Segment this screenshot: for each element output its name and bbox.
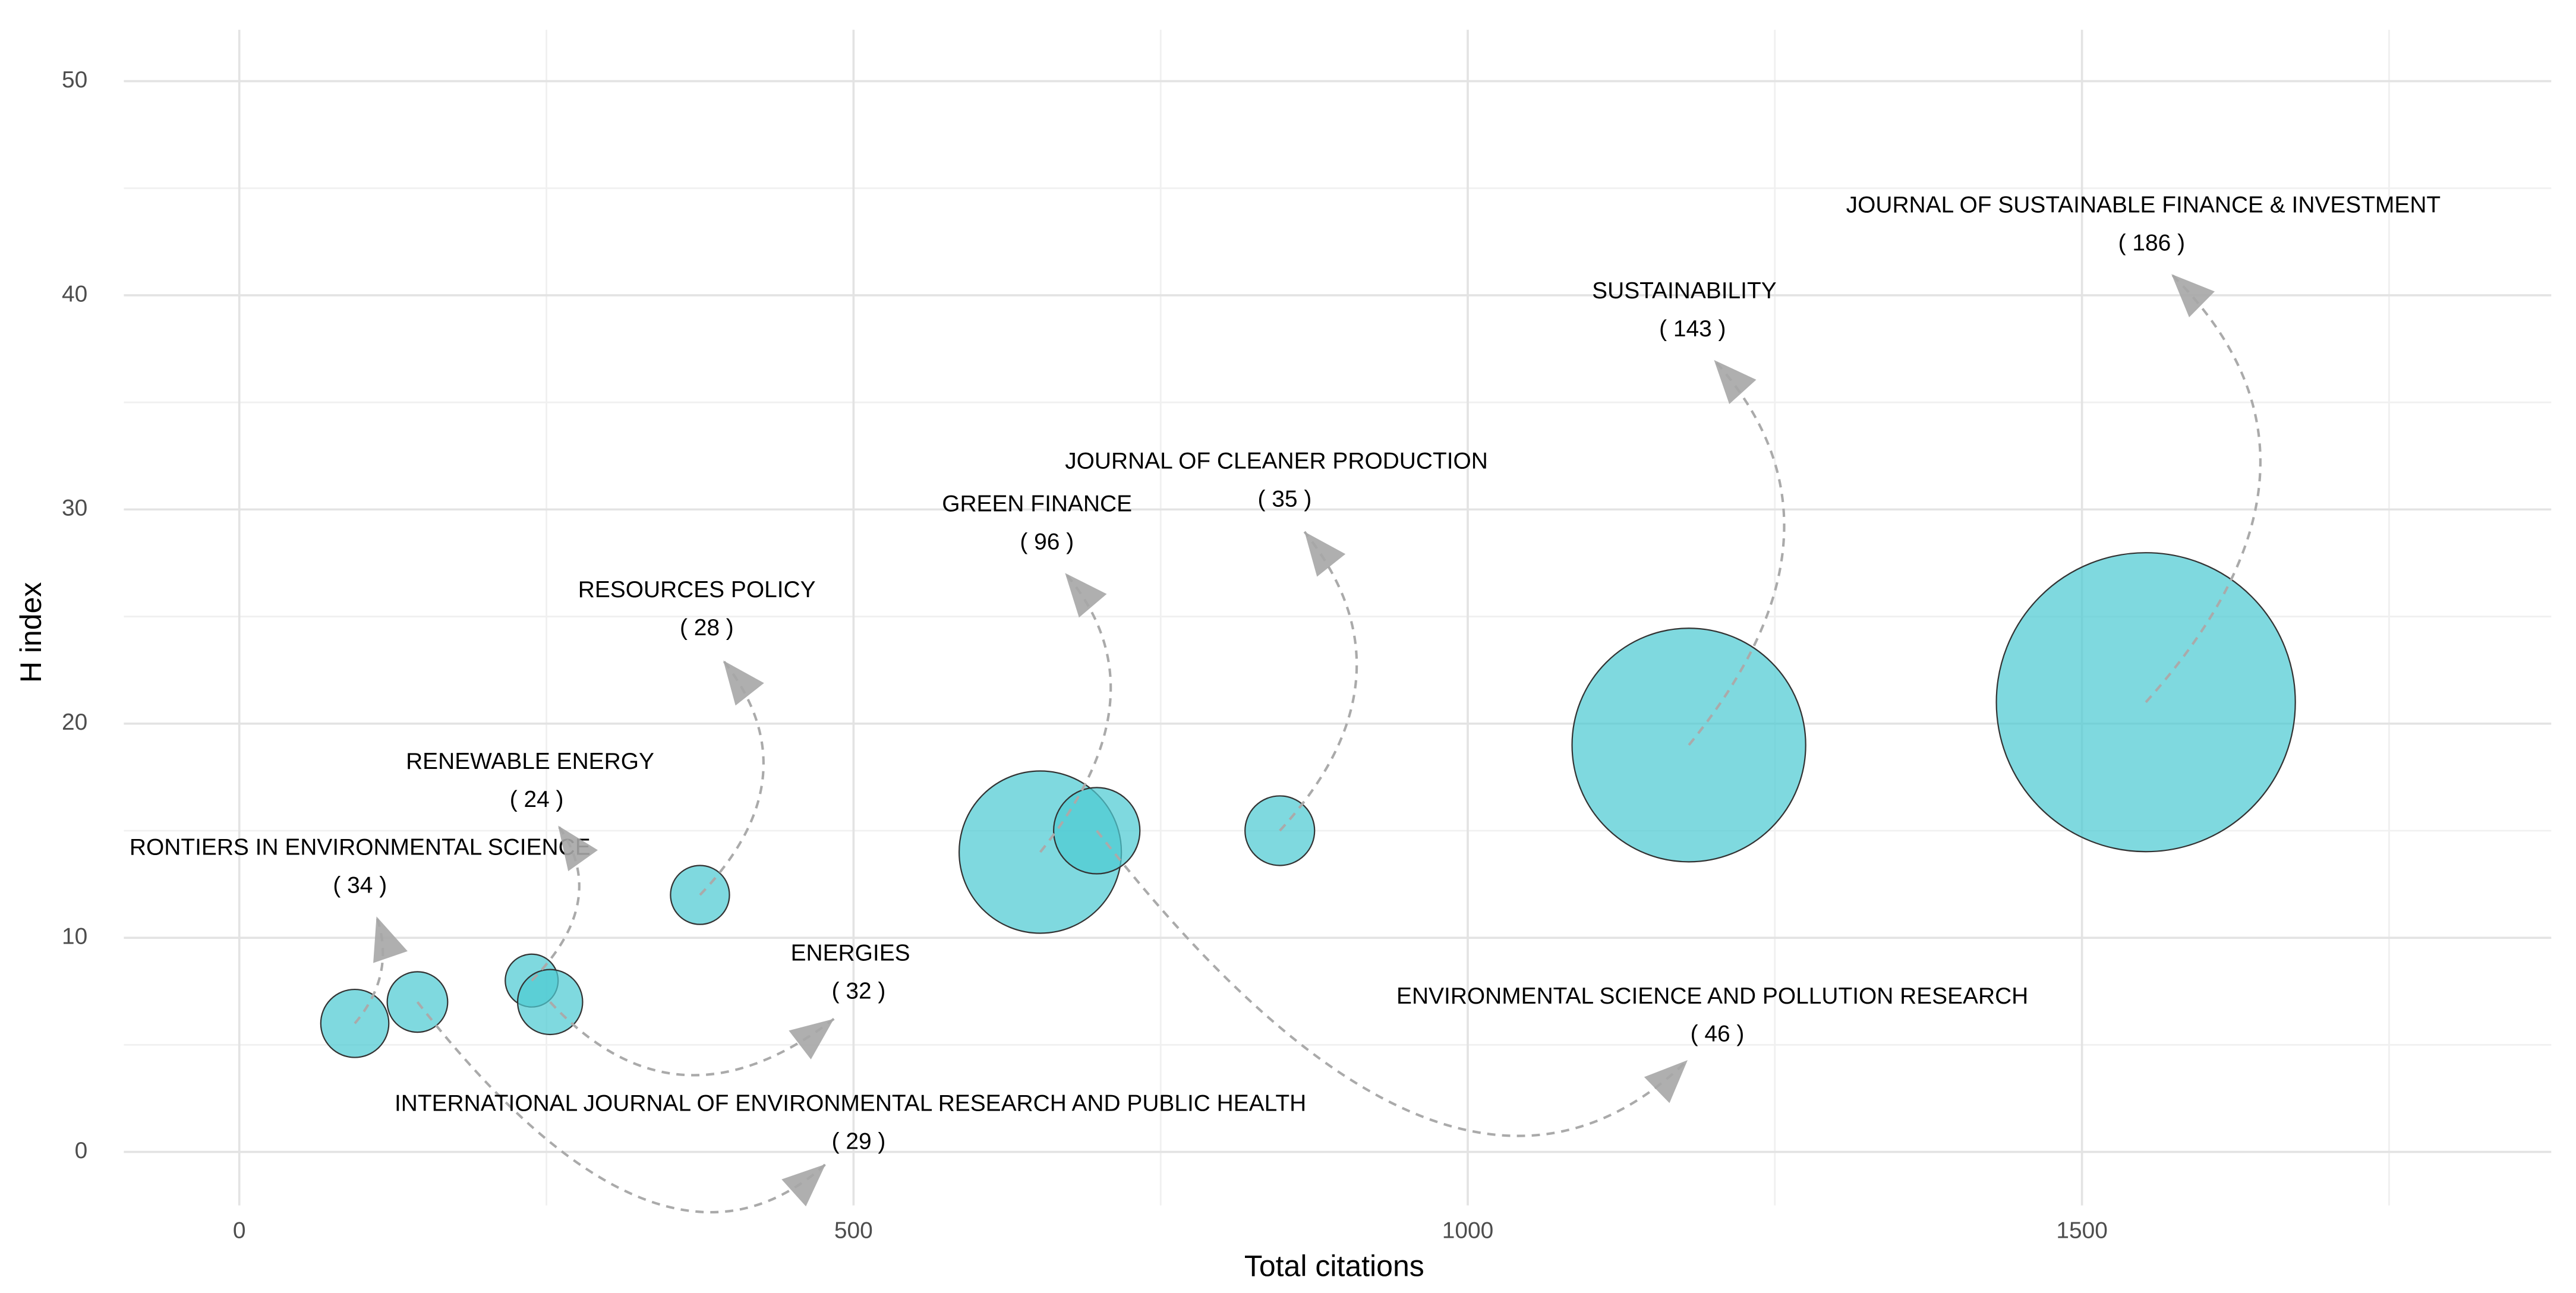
annotation-count: ( 35 ) bbox=[1258, 486, 1312, 512]
annotation-count: ( 46 ) bbox=[1691, 1021, 1745, 1047]
annotation-arrow bbox=[558, 825, 598, 872]
annotation-arrow bbox=[1644, 1060, 1688, 1103]
annotation-name: RESOURCES POLICY bbox=[578, 577, 816, 603]
x-tick-label: 1000 bbox=[1442, 1218, 1494, 1243]
annotation-connector bbox=[1279, 531, 1358, 832]
annotation-arrow bbox=[1714, 359, 1757, 404]
annotation-arrow bbox=[2171, 274, 2215, 317]
annotation-connector bbox=[354, 916, 384, 1024]
annotation-name: GREEN FINANCE bbox=[942, 491, 1132, 517]
y-tick-label: 30 bbox=[62, 496, 87, 521]
annotation-count: ( 28 ) bbox=[680, 615, 734, 641]
x-tick-label: 1500 bbox=[2056, 1218, 2108, 1243]
annotation-arrow bbox=[723, 660, 764, 706]
annotation-count: ( 96 ) bbox=[1020, 529, 1074, 555]
annotation-connector bbox=[549, 1001, 835, 1077]
annotation-name: JOURNAL OF CLEANER PRODUCTION bbox=[1065, 448, 1488, 474]
annotation-arrow bbox=[789, 1018, 834, 1059]
bubble bbox=[386, 971, 449, 1033]
annotation-name: RENEWABLE ENERGY bbox=[406, 749, 654, 774]
annotation-count: ( 24 ) bbox=[510, 787, 564, 812]
y-tick-label: 20 bbox=[62, 709, 87, 735]
marks bbox=[320, 552, 2296, 1058]
annotation-arrow bbox=[781, 1164, 826, 1207]
bubble bbox=[1995, 552, 2296, 853]
x-tick-label: 500 bbox=[834, 1218, 873, 1243]
bubble bbox=[1571, 627, 1806, 863]
annotation-name: JOURNAL OF SUSTAINABLE FINANCE & INVESTM… bbox=[1846, 193, 2441, 218]
annotation-count: ( 186 ) bbox=[2118, 231, 2185, 256]
annotation-connector bbox=[1096, 830, 1689, 1137]
annotation-name: INTERNATIONAL JOURNAL OF ENVIRONMENTAL R… bbox=[395, 1090, 1306, 1116]
annotation-arrow bbox=[373, 916, 408, 963]
y-tick-label: 0 bbox=[75, 1138, 88, 1163]
annotation-count: ( 29 ) bbox=[832, 1128, 886, 1154]
annotation-connector bbox=[2145, 273, 2262, 704]
annotation-name: ENERGIES bbox=[791, 941, 910, 966]
annotation-connector bbox=[699, 660, 765, 896]
annotation-connector bbox=[1039, 572, 1112, 853]
annotation-connector bbox=[416, 1001, 827, 1214]
labels: RONTIERS IN ENVIRONMENTAL SCIENCE ( 34 ) I… bbox=[130, 193, 2441, 1214]
grid: 0 500 1000 1500 0 10 20 30 40 50 bbox=[62, 30, 2552, 1243]
x-axis-title: Total citations bbox=[1244, 1249, 1424, 1282]
annotation-count: ( 34 ) bbox=[333, 873, 387, 898]
annotation-connector bbox=[1688, 359, 1786, 746]
annotation-count: ( 32 ) bbox=[832, 978, 886, 1004]
annotation-arrow bbox=[1304, 531, 1346, 577]
y-tick-label: 40 bbox=[62, 281, 87, 307]
annotation-name: SUSTAINABILITY bbox=[1592, 278, 1777, 304]
y-axis-title: H index bbox=[14, 582, 48, 683]
annotation-name: RONTIERS IN ENVIRONMENTAL SCIENCE bbox=[130, 835, 591, 860]
annotation-count: ( 143 ) bbox=[1659, 316, 1726, 342]
annotation-name: ENVIRONMENTAL SCIENCE AND POLLUTION RESE… bbox=[1396, 983, 2028, 1009]
bubble bbox=[320, 988, 390, 1058]
y-tick-label: 10 bbox=[62, 923, 87, 949]
x-tick-label: 0 bbox=[233, 1218, 246, 1243]
annotation-arrow bbox=[1065, 573, 1107, 618]
y-tick-label: 50 bbox=[62, 67, 87, 93]
